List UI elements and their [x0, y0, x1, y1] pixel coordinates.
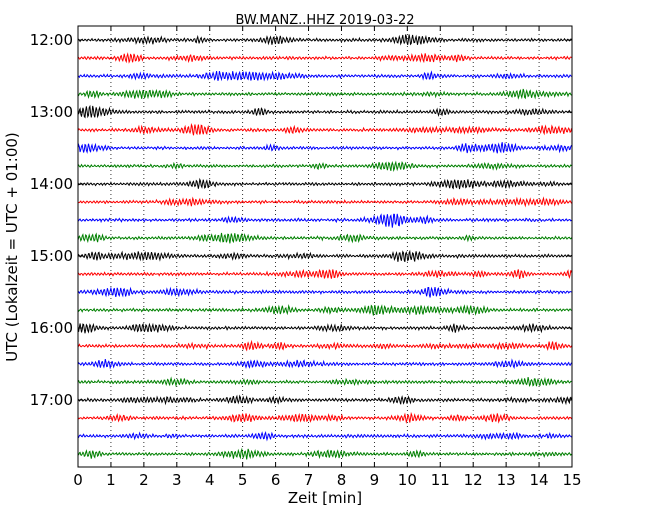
seismogram-trace: [77, 160, 572, 172]
x-tick-label: 2: [139, 471, 149, 489]
x-tick-label: 13: [497, 471, 516, 489]
chart-title: BW.MANZ..HHZ 2019-03-22: [235, 13, 414, 28]
x-tick-label: 3: [172, 471, 182, 489]
seismogram-trace: [77, 177, 572, 190]
x-tick-label: 10: [398, 471, 417, 489]
seismogram-trace: [77, 411, 572, 424]
seismogram-trace: [77, 376, 572, 388]
x-tick-label: 4: [205, 471, 215, 489]
seismogram-trace: [77, 88, 572, 100]
x-tick-label: 1: [106, 471, 116, 489]
y-tick-label: 15:00: [30, 247, 73, 265]
x-tick-label: 5: [238, 471, 248, 489]
x-tick-label: 12: [464, 471, 483, 489]
y-tick-label: 12:00: [30, 31, 73, 49]
seismogram-trace: [77, 213, 572, 228]
seismogram-trace: [77, 304, 572, 316]
seismogram-trace: [77, 142, 572, 154]
x-tick-label: 8: [337, 471, 347, 489]
x-tick-label: 0: [73, 471, 83, 489]
x-axis-label: Zeit [min]: [288, 489, 362, 507]
seismogram-trace: [77, 447, 572, 460]
y-tick-label: 14:00: [30, 175, 73, 193]
seismogram-trace: [77, 394, 572, 406]
seismogram-trace: [77, 268, 572, 280]
y-tick-label: 13:00: [30, 103, 73, 121]
seismogram-trace: [77, 196, 572, 208]
seismogram-trace: [77, 104, 572, 119]
seismogram-trace: [77, 34, 572, 46]
y-axis-label: UTC (Lokalzeit = UTC + 01:00): [3, 132, 21, 362]
seismogram-trace: [77, 52, 572, 64]
seismogram-trace: [77, 232, 572, 244]
x-tick-label: 7: [304, 471, 314, 489]
x-tick-label: 15: [562, 471, 581, 489]
x-tick-label: 6: [271, 471, 281, 489]
seismogram-trace: [77, 286, 572, 298]
seismogram-trace: [77, 358, 572, 370]
seismogram-trace: [77, 70, 572, 82]
x-tick-label: 9: [370, 471, 380, 489]
x-tick-label: 11: [431, 471, 450, 489]
seismogram-trace: [77, 249, 572, 263]
seismogram-trace: [77, 123, 572, 136]
seismogram-trace: [77, 322, 572, 334]
axis-ticks: 0 1 2 3 4 5 6 7 8 9 10 11 12 13 14 1512:0013:0014:0015:…: [30, 26, 582, 489]
seismogram-traces: [77, 34, 572, 460]
seismogram-trace: [77, 339, 572, 352]
grid-lines: [110, 26, 540, 467]
y-tick-label: 17:00: [30, 391, 73, 409]
seismogram-trace: [77, 431, 572, 442]
y-tick-label: 16:00: [30, 319, 73, 337]
plot-frame: [77, 25, 573, 468]
x-tick-label: 14: [530, 471, 549, 489]
